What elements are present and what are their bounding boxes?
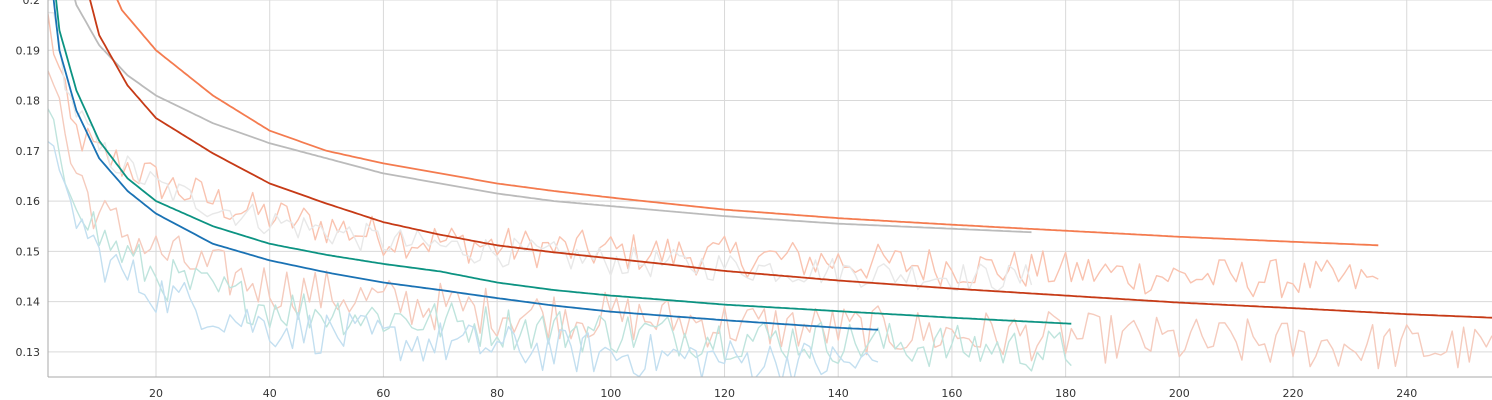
grid (48, 0, 1492, 377)
y-tick-label: 0.13 (16, 346, 41, 359)
x-tick-label: 200 (1169, 387, 1190, 400)
raw-series-group (48, 11, 1492, 377)
smoothed-series-group (52, 0, 1492, 331)
y-tick-label: 0.19 (16, 44, 41, 57)
x-tick-label: 140 (828, 387, 849, 400)
x-tick-label: 160 (941, 387, 962, 400)
raw-series-1 (48, 11, 1033, 292)
x-tick-label: 120 (714, 387, 735, 400)
raw-series-0 (48, 13, 1379, 299)
x-tick-label: 180 (1055, 387, 1076, 400)
smoothed-series-4 (52, 0, 879, 331)
smoothed-series-3 (55, 0, 1072, 325)
x-tick-label: 100 (600, 387, 621, 400)
smoothed-series-2 (89, 0, 1492, 319)
raw-series-3 (48, 108, 1072, 372)
x-tick-label: 40 (263, 387, 277, 400)
x-tick-label: 20 (149, 387, 163, 400)
y-tick-label: 0.18 (16, 95, 41, 108)
x-tick-label: 60 (376, 387, 390, 400)
y-tick-label: 0.17 (16, 145, 41, 158)
x-tick-label: 240 (1396, 387, 1417, 400)
y-tick-label: 0.15 (16, 245, 41, 258)
smoothed-series-0 (116, 0, 1379, 247)
x-tick-label: 80 (490, 387, 504, 400)
smoothed-series-1 (74, 0, 1032, 234)
raw-series-4 (48, 141, 879, 377)
y-tick-label: 0.2 (23, 0, 41, 7)
axes (47, 0, 1492, 378)
raw-series-2 (48, 70, 1492, 370)
tick-labels: 20 40 60 80 100 120 140 160 180 200 220 240 0.13 0.14… (16, 0, 1418, 400)
y-tick-label: 0.14 (16, 296, 41, 309)
x-tick-label: 220 (1283, 387, 1304, 400)
y-tick-label: 0.16 (16, 195, 41, 208)
